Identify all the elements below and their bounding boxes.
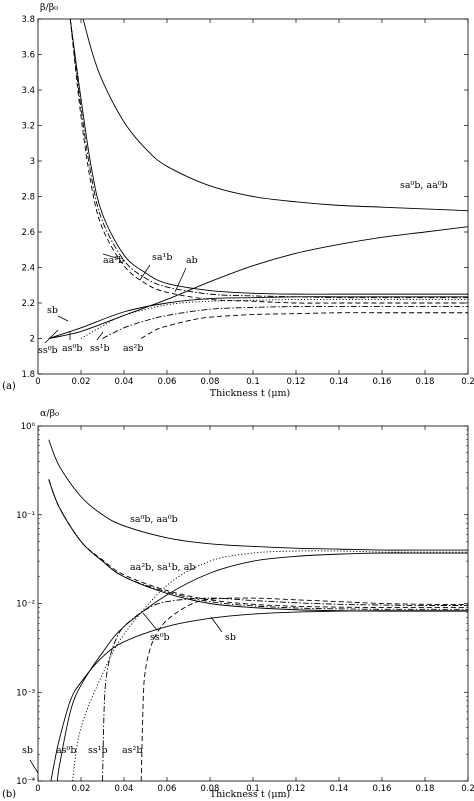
y-tick-label: 10⁻⁴ [16,777,35,787]
series-line-8 [102,597,468,781]
annot-a-aa2: aa²b [103,255,124,266]
y-tick-label: 10⁻² [16,600,35,610]
series-line-3 [48,296,468,339]
annot-b-as0: as⁰b [56,745,76,756]
y-tick-label: 10⁰ [21,422,36,432]
panel-a-ticks: 0 0.02 0.04 0.06 0.08 0.1 0.12 0.14 0.16 0.18 0.2 1… [21,15,474,387]
panel-b-ylabel: α/β₀ [40,408,59,419]
y-tick-label: 3.2 [21,122,35,132]
series-line-3 [48,479,468,609]
panel-b-series [48,439,468,781]
annot-b-sb-left: sb [22,745,33,756]
x-tick-label: 0.04 [115,377,134,387]
series-line-1 [48,439,468,551]
annot-a-as2: as²b [123,343,143,354]
series-line-6 [56,552,468,781]
x-tick-label: 0.12 [287,377,306,387]
x-tick-label: 0.16 [373,377,392,387]
annot-b-ss0: ss⁰b [150,632,170,643]
series-line-5 [69,19,468,299]
arrow-a-aa2 [102,253,121,260]
annot-a-as0: as⁰b [62,343,82,354]
series-line-4 [69,19,468,295]
arrow-b-sb-right [210,616,223,633]
annot-a-ab: ab [186,255,198,266]
x-tick-label: 0.08 [201,784,220,794]
series-line-8 [102,306,468,339]
y-tick-label: 2 [30,335,35,345]
annot-a-sb: sb [47,305,58,316]
annot-a-sa1: sa¹b [152,252,172,263]
x-tick-label: 0.04 [115,784,134,794]
panel-b: 0 0.02 0.04 0.06 0.08 0.1 0.12 0.14 0.16 0.18 0.2 1… [2,408,474,800]
x-tick-label: 0.14 [330,377,349,387]
annot-b-aa2-sa1-ab: aa²b, sa¹b, ab [130,562,195,573]
annot-b-ss1: ss¹b [88,745,108,756]
series-line-1 [82,19,468,212]
x-tick-label: 0.06 [158,377,177,387]
x-tick-label: 0.1 [246,784,260,794]
series-line-2 [48,479,468,612]
y-tick-label: 2.4 [21,264,35,274]
x-tick-label: 0.18 [416,377,435,387]
arrow-a-sa1 [139,264,151,281]
arrow-a-ss1 [96,331,104,341]
x-tick-label: 0.02 [72,784,91,794]
arrow-a-ss0 [44,329,59,344]
series-line-9 [140,312,468,339]
x-tick-label: 0.2 [461,377,474,387]
x-tick-label: 0.06 [158,784,177,794]
y-tick-label: 2.2 [21,299,35,309]
panel-a-label: (a) [2,381,16,392]
panel-b-frame [37,425,469,782]
series-line-6 [69,19,468,304]
annot-b-as2: as²b [122,745,142,756]
series-line-7 [71,550,468,781]
series-line-4 [48,479,468,610]
x-tick-label: 0.02 [72,377,91,387]
x-tick-label: 0.18 [416,784,435,794]
series-line-2 [48,226,468,339]
panel-b-ticks: 0 0.02 0.04 0.06 0.08 0.1 0.12 0.14 0.16 0.18 0.2 1… [16,422,474,794]
arrow-a-ab [174,267,187,293]
y-tick-label: 10⁻³ [16,688,35,698]
panel-a-series [48,19,468,339]
series-line-9 [140,597,468,781]
x-tick-label: 0.1 [246,377,260,387]
series-line-5 [50,610,468,781]
arrow-a-sb [57,315,69,322]
y-tick-label: 3.4 [21,86,35,96]
y-tick-label: 3.6 [21,51,35,61]
x-tick-label: 0 [35,377,40,387]
y-tick-label: 3 [30,157,35,167]
panel-a: 0 0.02 0.04 0.06 0.08 0.1 0.12 0.14 0.16 0.18 0.2 1… [2,2,474,399]
x-tick-label: 0 [35,784,40,794]
annot-a-ss1: ss¹b [90,343,110,354]
y-tick-label: 1.8 [21,370,35,380]
y-tick-label: 3.8 [21,15,35,25]
annot-a-ss0: ss⁰b [38,345,58,356]
y-tick-label: 10⁻¹ [16,511,35,521]
panel-a-ylabel: β/β₀ [40,2,58,13]
annot-b-sb-right: sb [225,632,236,643]
arrow-b-sb-left [29,759,39,774]
x-tick-label: 0.14 [330,784,349,794]
y-tick-label: 2.8 [21,193,35,203]
panel-b-xlabel: Thickness t (μm) [210,789,291,800]
arrow-b-ss0 [142,612,158,631]
x-tick-label: 0.08 [201,377,220,387]
annot-b-sa0-aa0: sa⁰b, aa⁰b [130,514,178,525]
x-tick-label: 0.12 [287,784,306,794]
panel-b-label: (b) [2,789,16,800]
series-line-7 [80,298,468,339]
annot-a-sa0-aa0: sa⁰b, aa⁰b [400,180,448,191]
x-tick-label: 0.16 [373,784,392,794]
x-tick-label: 0.2 [461,784,474,794]
y-tick-label: 2.6 [21,228,35,238]
panel-a-xlabel: Thickness t (μm) [210,388,291,399]
